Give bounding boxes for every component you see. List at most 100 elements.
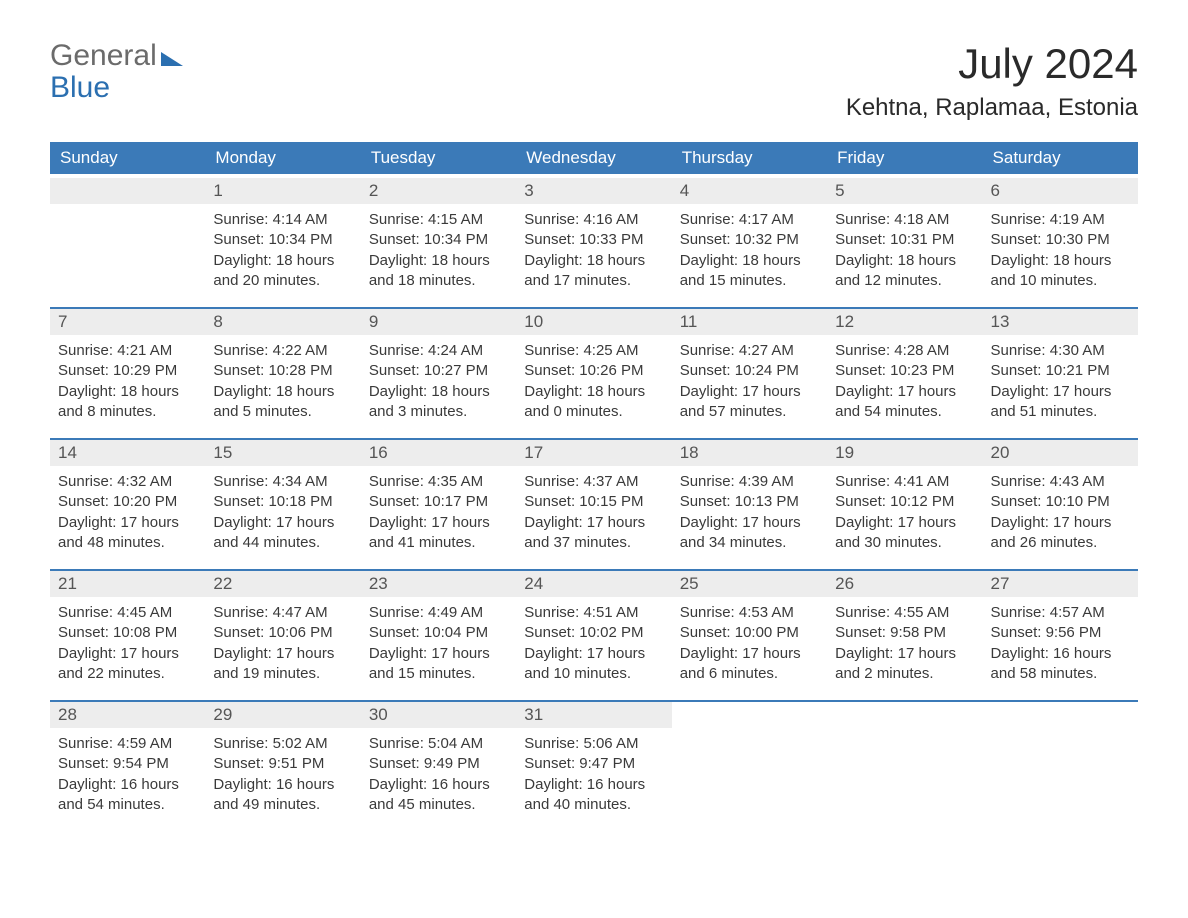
week-row: 21Sunrise: 4:45 AMSunset: 10:08 PMDaylig… (50, 569, 1138, 696)
header: General Blue July 2024 Kehtna, Raplamaa,… (50, 40, 1138, 122)
day-sunrise: Sunrise: 4:51 AM (524, 603, 663, 623)
day-header-row: SundayMondayTuesdayWednesdayThursdayFrid… (50, 142, 1138, 174)
day-dl2: and 58 minutes. (991, 664, 1130, 684)
day-sunset: Sunset: 10:28 PM (213, 361, 352, 381)
day-sunrise: Sunrise: 4:24 AM (369, 341, 508, 361)
day-number: 20 (983, 440, 1138, 466)
day-body: Sunrise: 4:25 AMSunset: 10:26 PMDaylight… (516, 335, 671, 434)
day-dl1: Daylight: 16 hours (524, 775, 663, 795)
day-sunset: Sunset: 10:33 PM (524, 230, 663, 250)
day-cell: 5Sunrise: 4:18 AMSunset: 10:31 PMDayligh… (827, 178, 982, 303)
day-body: Sunrise: 4:15 AMSunset: 10:34 PMDaylight… (361, 204, 516, 303)
day-sunrise: Sunrise: 4:16 AM (524, 210, 663, 230)
day-cell: 19Sunrise: 4:41 AMSunset: 10:12 PMDaylig… (827, 440, 982, 565)
day-sunrise: Sunrise: 4:41 AM (835, 472, 974, 492)
day-dl2: and 30 minutes. (835, 533, 974, 553)
day-body: Sunrise: 4:59 AMSunset: 9:54 PMDaylight:… (50, 728, 205, 827)
day-number: 8 (205, 309, 360, 335)
day-dl1: Daylight: 16 hours (991, 644, 1130, 664)
day-header: Thursday (672, 142, 827, 174)
day-body: Sunrise: 4:18 AMSunset: 10:31 PMDaylight… (827, 204, 982, 303)
day-number: 15 (205, 440, 360, 466)
day-dl2: and 10 minutes. (524, 664, 663, 684)
day-number (672, 702, 827, 728)
day-sunset: Sunset: 10:34 PM (369, 230, 508, 250)
day-number: 26 (827, 571, 982, 597)
day-sunrise: Sunrise: 4:22 AM (213, 341, 352, 361)
day-body: Sunrise: 4:32 AMSunset: 10:20 PMDaylight… (50, 466, 205, 565)
day-number: 29 (205, 702, 360, 728)
day-number: 21 (50, 571, 205, 597)
day-body: Sunrise: 4:19 AMSunset: 10:30 PMDaylight… (983, 204, 1138, 303)
day-sunrise: Sunrise: 4:15 AM (369, 210, 508, 230)
day-sunset: Sunset: 10:13 PM (680, 492, 819, 512)
day-sunset: Sunset: 10:18 PM (213, 492, 352, 512)
day-cell: 28Sunrise: 4:59 AMSunset: 9:54 PMDayligh… (50, 702, 205, 827)
day-body: Sunrise: 5:04 AMSunset: 9:49 PMDaylight:… (361, 728, 516, 827)
day-number: 24 (516, 571, 671, 597)
location-label: Kehtna, Raplamaa, Estonia (846, 94, 1138, 122)
day-sunset: Sunset: 9:56 PM (991, 623, 1130, 643)
day-cell: 11Sunrise: 4:27 AMSunset: 10:24 PMDaylig… (672, 309, 827, 434)
day-dl1: Daylight: 17 hours (58, 644, 197, 664)
day-sunrise: Sunrise: 4:49 AM (369, 603, 508, 623)
day-number: 18 (672, 440, 827, 466)
day-dl1: Daylight: 17 hours (991, 382, 1130, 402)
day-body: Sunrise: 4:24 AMSunset: 10:27 PMDaylight… (361, 335, 516, 434)
day-sunset: Sunset: 9:49 PM (369, 754, 508, 774)
day-number: 3 (516, 178, 671, 204)
day-dl2: and 54 minutes. (835, 402, 974, 422)
week-row: 14Sunrise: 4:32 AMSunset: 10:20 PMDaylig… (50, 438, 1138, 565)
day-cell: 12Sunrise: 4:28 AMSunset: 10:23 PMDaylig… (827, 309, 982, 434)
day-sunrise: Sunrise: 4:17 AM (680, 210, 819, 230)
day-dl2: and 57 minutes. (680, 402, 819, 422)
day-sunset: Sunset: 9:47 PM (524, 754, 663, 774)
day-body: Sunrise: 4:17 AMSunset: 10:32 PMDaylight… (672, 204, 827, 303)
logo-word-1: General (50, 40, 157, 72)
day-sunrise: Sunrise: 4:43 AM (991, 472, 1130, 492)
day-dl1: Daylight: 17 hours (369, 644, 508, 664)
day-body: Sunrise: 4:22 AMSunset: 10:28 PMDaylight… (205, 335, 360, 434)
day-body: Sunrise: 4:21 AMSunset: 10:29 PMDaylight… (50, 335, 205, 434)
day-body: Sunrise: 4:55 AMSunset: 9:58 PMDaylight:… (827, 597, 982, 696)
day-sunset: Sunset: 10:10 PM (991, 492, 1130, 512)
day-number: 17 (516, 440, 671, 466)
day-cell: 23Sunrise: 4:49 AMSunset: 10:04 PMDaylig… (361, 571, 516, 696)
day-dl2: and 3 minutes. (369, 402, 508, 422)
day-sunrise: Sunrise: 4:18 AM (835, 210, 974, 230)
day-dl1: Daylight: 18 hours (991, 251, 1130, 271)
day-cell: 25Sunrise: 4:53 AMSunset: 10:00 PMDaylig… (672, 571, 827, 696)
day-cell: 3Sunrise: 4:16 AMSunset: 10:33 PMDayligh… (516, 178, 671, 303)
day-sunset: Sunset: 10:26 PM (524, 361, 663, 381)
day-number (827, 702, 982, 728)
day-body: Sunrise: 5:02 AMSunset: 9:51 PMDaylight:… (205, 728, 360, 827)
day-dl1: Daylight: 18 hours (213, 382, 352, 402)
day-dl2: and 44 minutes. (213, 533, 352, 553)
day-dl1: Daylight: 16 hours (369, 775, 508, 795)
day-cell: 10Sunrise: 4:25 AMSunset: 10:26 PMDaylig… (516, 309, 671, 434)
day-body: Sunrise: 4:37 AMSunset: 10:15 PMDaylight… (516, 466, 671, 565)
day-cell: 9Sunrise: 4:24 AMSunset: 10:27 PMDayligh… (361, 309, 516, 434)
day-cell: 29Sunrise: 5:02 AMSunset: 9:51 PMDayligh… (205, 702, 360, 827)
day-number (50, 178, 205, 204)
day-cell: 21Sunrise: 4:45 AMSunset: 10:08 PMDaylig… (50, 571, 205, 696)
day-body: Sunrise: 4:35 AMSunset: 10:17 PMDaylight… (361, 466, 516, 565)
day-number: 6 (983, 178, 1138, 204)
day-body: Sunrise: 4:51 AMSunset: 10:02 PMDaylight… (516, 597, 671, 696)
day-header: Monday (205, 142, 360, 174)
day-body: Sunrise: 4:53 AMSunset: 10:00 PMDaylight… (672, 597, 827, 696)
day-number: 25 (672, 571, 827, 597)
day-number: 11 (672, 309, 827, 335)
day-dl1: Daylight: 18 hours (213, 251, 352, 271)
day-sunrise: Sunrise: 5:04 AM (369, 734, 508, 754)
day-cell: 2Sunrise: 4:15 AMSunset: 10:34 PMDayligh… (361, 178, 516, 303)
day-body: Sunrise: 4:28 AMSunset: 10:23 PMDaylight… (827, 335, 982, 434)
day-sunrise: Sunrise: 5:06 AM (524, 734, 663, 754)
day-dl1: Daylight: 18 hours (835, 251, 974, 271)
week-row: 1Sunrise: 4:14 AMSunset: 10:34 PMDayligh… (50, 178, 1138, 303)
title-block: July 2024 Kehtna, Raplamaa, Estonia (846, 40, 1138, 122)
day-sunset: Sunset: 10:24 PM (680, 361, 819, 381)
day-dl2: and 40 minutes. (524, 795, 663, 815)
day-sunset: Sunset: 10:08 PM (58, 623, 197, 643)
day-body: Sunrise: 4:34 AMSunset: 10:18 PMDaylight… (205, 466, 360, 565)
